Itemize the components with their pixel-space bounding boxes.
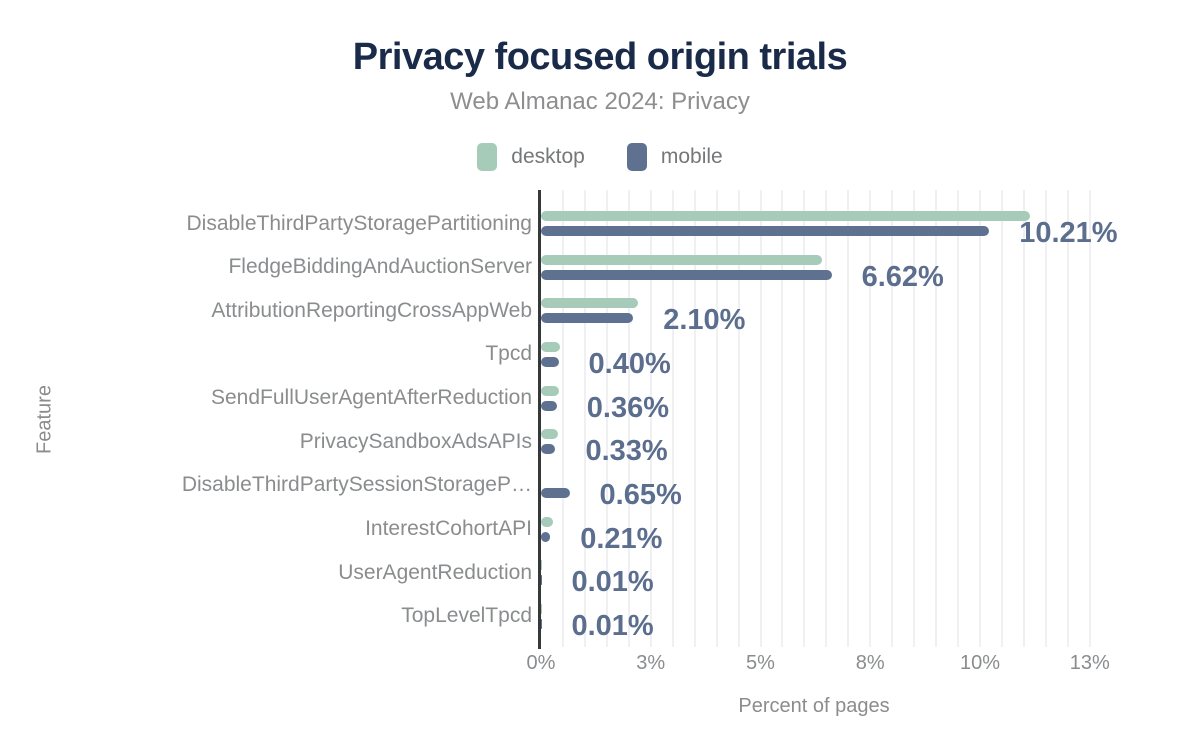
gridline bbox=[693, 190, 696, 647]
gridline bbox=[605, 190, 608, 647]
bar-mobile bbox=[541, 313, 634, 324]
category-label: SendFullUserAgentAfterReduction bbox=[210, 386, 532, 410]
x-tick-label: 10% bbox=[959, 652, 1001, 674]
value-label: 0.36% bbox=[586, 391, 670, 424]
bar-desktop bbox=[541, 429, 558, 440]
chart-title: Privacy focused origin trials bbox=[352, 36, 848, 78]
gridline bbox=[825, 190, 828, 647]
gridline bbox=[957, 190, 960, 647]
legend-item-mobile[interactable]: mobile bbox=[626, 143, 723, 171]
gridline bbox=[671, 190, 674, 647]
bar-desktop bbox=[541, 298, 638, 309]
bar-mobile bbox=[541, 400, 557, 411]
bar-desktop bbox=[541, 254, 822, 265]
category-label: DisableThirdPartySessionStorageP… bbox=[181, 473, 532, 497]
value-label: 0.01% bbox=[571, 609, 654, 642]
value-label: 0.21% bbox=[580, 522, 663, 555]
category-label: Tpcd bbox=[485, 342, 532, 366]
gridline bbox=[649, 190, 652, 647]
gridline bbox=[979, 190, 981, 647]
legend-item-desktop[interactable]: desktop bbox=[477, 143, 585, 171]
gridline bbox=[1066, 190, 1069, 647]
bar-mobile bbox=[541, 444, 556, 455]
legend: desktop mobile bbox=[0, 141, 1200, 173]
gridline bbox=[561, 190, 564, 647]
bar-mobile bbox=[541, 226, 990, 236]
legend-label: mobile bbox=[660, 145, 723, 168]
gridline bbox=[847, 190, 850, 647]
gridline bbox=[913, 190, 916, 647]
category-label: InterestCohortAPI bbox=[365, 517, 532, 541]
bar-mobile bbox=[541, 531, 551, 542]
value-label: 0.65% bbox=[599, 478, 682, 511]
value-label: 0.40% bbox=[588, 347, 671, 380]
gridline bbox=[1000, 190, 1003, 647]
value-label: 2.10% bbox=[663, 304, 746, 337]
gridline bbox=[1044, 190, 1047, 647]
x-tick-label: 8% bbox=[855, 652, 885, 674]
value-label: 6.62% bbox=[861, 260, 944, 293]
category-label: AttributionReportingCrossAppWeb bbox=[211, 298, 532, 322]
gridline bbox=[869, 190, 872, 647]
value-label: 0.01% bbox=[571, 566, 654, 599]
bar-desktop bbox=[541, 341, 560, 352]
x-tick-label: 0% bbox=[526, 652, 556, 674]
x-tick-label: 5% bbox=[746, 652, 775, 674]
mobile-swatch-icon bbox=[626, 143, 647, 171]
category-label: PrivacySandboxAdsAPIs bbox=[299, 429, 532, 453]
gridline bbox=[1088, 190, 1091, 647]
x-tick-label: 13% bbox=[1069, 652, 1110, 674]
gridline bbox=[803, 190, 806, 647]
category-label: DisableThirdPartyStoragePartitioning bbox=[186, 211, 532, 235]
gridline bbox=[627, 190, 630, 647]
bar-desktop bbox=[541, 516, 553, 527]
x-tick-label: 3% bbox=[636, 652, 666, 674]
desktop-swatch-icon bbox=[477, 143, 498, 171]
gridline bbox=[759, 190, 762, 647]
gridline bbox=[781, 190, 784, 647]
bar-desktop bbox=[541, 385, 559, 396]
legend-label: desktop bbox=[511, 145, 585, 168]
gridline bbox=[583, 190, 586, 647]
gridline bbox=[891, 190, 894, 647]
gridline bbox=[737, 190, 740, 647]
gridline bbox=[1022, 190, 1025, 647]
category-label: FledgeBiddingAndAuctionServer bbox=[228, 255, 532, 279]
gridline bbox=[715, 190, 718, 647]
bar-mobile bbox=[541, 487, 570, 498]
category-label: TopLevelTpcd bbox=[401, 604, 532, 628]
y-axis-line bbox=[538, 190, 541, 649]
y-axis-title: Feature bbox=[33, 385, 56, 454]
category-label: UserAgentReduction bbox=[338, 560, 532, 584]
bar-mobile bbox=[541, 356, 559, 367]
chart-subtitle: Web Almanac 2024: Privacy bbox=[450, 88, 750, 115]
bar-desktop bbox=[541, 211, 1031, 221]
value-label: 0.33% bbox=[585, 435, 668, 468]
bar-mobile bbox=[541, 269, 832, 280]
gridline bbox=[935, 190, 938, 647]
value-label: 10.21% bbox=[1019, 217, 1118, 249]
x-axis-title: Percent of pages bbox=[738, 695, 890, 717]
